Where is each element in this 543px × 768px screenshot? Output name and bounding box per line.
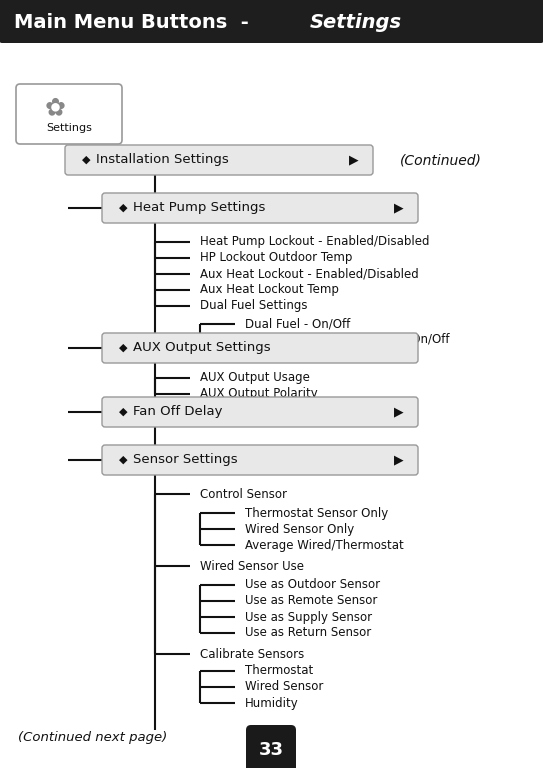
Text: Settings: Settings bbox=[46, 123, 92, 133]
Text: Use as Remote Sensor: Use as Remote Sensor bbox=[245, 594, 377, 607]
Text: Control Sensor: Control Sensor bbox=[200, 488, 287, 501]
Text: Use as Supply Sensor: Use as Supply Sensor bbox=[245, 611, 372, 624]
Text: Heat Pump Settings: Heat Pump Settings bbox=[133, 201, 266, 214]
Text: ◆: ◆ bbox=[119, 455, 128, 465]
Text: 33: 33 bbox=[258, 741, 283, 759]
Text: ▶: ▶ bbox=[394, 201, 404, 214]
Text: (Continued): (Continued) bbox=[400, 153, 482, 167]
Text: ▶: ▶ bbox=[349, 154, 359, 167]
Text: Installation Settings: Installation Settings bbox=[96, 154, 229, 167]
Text: Wired Sensor Use: Wired Sensor Use bbox=[200, 560, 304, 572]
Text: Dual Fuel - On/Off: Dual Fuel - On/Off bbox=[245, 317, 350, 330]
FancyBboxPatch shape bbox=[102, 397, 418, 427]
Text: Wired Sensor: Wired Sensor bbox=[245, 680, 324, 694]
Text: AUX Output Settings: AUX Output Settings bbox=[133, 342, 270, 355]
Text: AUX Output Usage: AUX Output Usage bbox=[200, 372, 310, 385]
Text: HP Lockout Outdoor Temp: HP Lockout Outdoor Temp bbox=[200, 251, 352, 264]
Text: Thermostat Sensor Only: Thermostat Sensor Only bbox=[245, 507, 388, 519]
Text: ◆: ◆ bbox=[82, 155, 91, 165]
Text: Use as Return Sensor: Use as Return Sensor bbox=[245, 627, 371, 640]
FancyBboxPatch shape bbox=[16, 84, 122, 144]
Text: Sensor Settings: Sensor Settings bbox=[133, 453, 238, 466]
FancyBboxPatch shape bbox=[65, 145, 373, 175]
Text: Aux Heat Lockout - Enabled/Disabled: Aux Heat Lockout - Enabled/Disabled bbox=[200, 267, 419, 280]
Text: Average Wired/Thermostat: Average Wired/Thermostat bbox=[245, 538, 404, 551]
Text: Changeover With Outdoor - On/Off: Changeover With Outdoor - On/Off bbox=[245, 333, 450, 346]
Text: Calibrate Sensors: Calibrate Sensors bbox=[200, 647, 304, 660]
FancyBboxPatch shape bbox=[102, 445, 418, 475]
FancyBboxPatch shape bbox=[246, 725, 296, 768]
Text: ✿: ✿ bbox=[45, 96, 66, 120]
Text: Wired Sensor Only: Wired Sensor Only bbox=[245, 522, 354, 535]
Text: Heat Pump Lockout - Enabled/Disabled: Heat Pump Lockout - Enabled/Disabled bbox=[200, 236, 430, 249]
Text: Humidity: Humidity bbox=[245, 697, 299, 710]
Text: ◆: ◆ bbox=[119, 407, 128, 417]
Text: Adjust Balance Point: Adjust Balance Point bbox=[245, 349, 366, 362]
Text: Dual Fuel Settings: Dual Fuel Settings bbox=[200, 300, 307, 313]
Text: Main Menu Buttons  -: Main Menu Buttons - bbox=[14, 14, 262, 32]
FancyBboxPatch shape bbox=[0, 0, 543, 43]
Text: ◆: ◆ bbox=[119, 343, 128, 353]
Text: ▶: ▶ bbox=[394, 406, 404, 419]
Text: Settings: Settings bbox=[310, 14, 402, 32]
Text: Use as Outdoor Sensor: Use as Outdoor Sensor bbox=[245, 578, 380, 591]
Text: ▶: ▶ bbox=[394, 453, 404, 466]
FancyBboxPatch shape bbox=[102, 193, 418, 223]
Text: Fan Off Delay: Fan Off Delay bbox=[133, 406, 223, 419]
FancyBboxPatch shape bbox=[102, 333, 418, 363]
Text: ◆: ◆ bbox=[119, 203, 128, 213]
Text: Thermostat: Thermostat bbox=[245, 664, 313, 677]
Text: Aux Heat Lockout Temp: Aux Heat Lockout Temp bbox=[200, 283, 339, 296]
Text: (Continued next page): (Continued next page) bbox=[18, 731, 167, 744]
Text: AUX Output Polarity: AUX Output Polarity bbox=[200, 388, 318, 400]
